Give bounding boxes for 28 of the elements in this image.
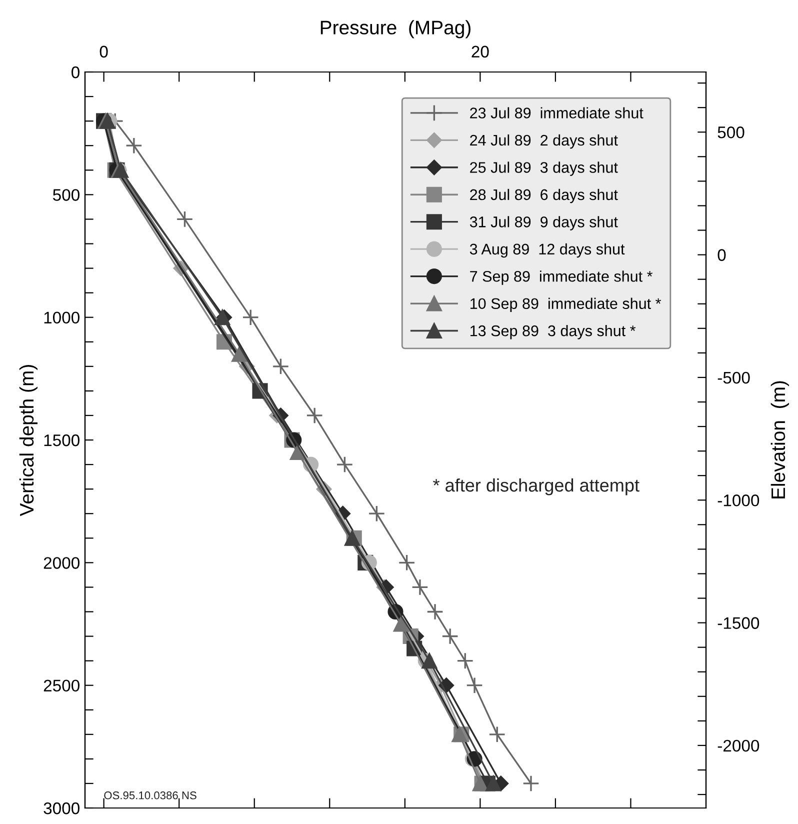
legend-label: 23 Jul 89 immediate shut (470, 107, 644, 118)
y2-axis-title: Elevation (m) (770, 381, 789, 498)
y2-tick-label: -1000 (718, 494, 760, 506)
y2-tick-label: -2000 (718, 740, 760, 752)
annotation: * after discharged attempt (433, 478, 640, 496)
y2-tick-label: 0 (718, 249, 726, 261)
y-tick-label: 500 (53, 189, 80, 201)
y-tick-label: 1000 (44, 312, 80, 324)
x-tick-label: 20 (472, 46, 489, 58)
y-tick-label: 0 (72, 66, 80, 78)
y2-tick-label: -500 (718, 372, 750, 384)
legend-label: 31 Jul 89 9 days shut (470, 216, 618, 230)
legend-label: 24 Jul 89 2 days shut (470, 134, 618, 149)
y2-tick-label: -1500 (718, 617, 760, 629)
legend-label: 13 Sep 89 3 days shut * (470, 325, 636, 340)
annotation: OS.95.10.0386 NS (104, 791, 196, 800)
y2-tick-label: 500 (718, 126, 744, 138)
legend-label: 25 Jul 89 3 days shut (470, 162, 618, 176)
y-tick-label: 3000 (44, 802, 80, 814)
y-tick-label: 2500 (44, 680, 80, 692)
legend-label: 3 Aug 89 12 days shut (470, 243, 625, 258)
legend-label: 7 Sep 89 immediate shut * (470, 270, 653, 285)
y-tick-label: 2000 (44, 557, 80, 569)
x-axis-title: Pressure (MPag) (320, 20, 470, 38)
y-axis-title: Vertical depth (m) (19, 365, 38, 516)
y-tick-label: 1500 (44, 434, 80, 446)
legend-label: 10 Sep 89 immediate shut * (470, 298, 662, 312)
legend-label: 28 Jul 89 6 days shut (470, 188, 618, 204)
